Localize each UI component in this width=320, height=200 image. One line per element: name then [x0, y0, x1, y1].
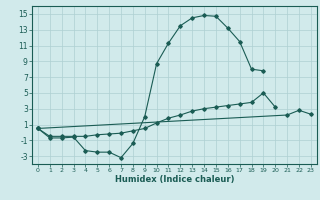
- X-axis label: Humidex (Indice chaleur): Humidex (Indice chaleur): [115, 175, 234, 184]
